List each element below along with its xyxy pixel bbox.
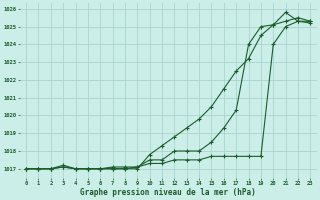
X-axis label: Graphe pression niveau de la mer (hPa): Graphe pression niveau de la mer (hPa) (80, 188, 256, 197)
